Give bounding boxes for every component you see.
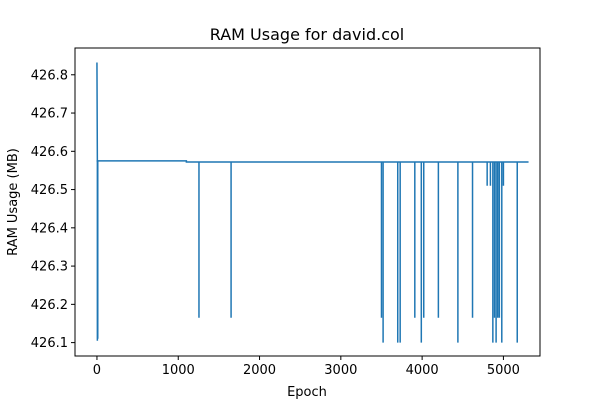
y-tick-label-3: 426.4 (31, 221, 68, 236)
y-axis-ticks: 426.1 426.2 426.3 426.4 426.5 426.6 426.7 426.8 (31, 68, 75, 351)
y-tick-label-4: 426.5 (31, 183, 68, 198)
y-tick-label-0: 426.1 (31, 336, 68, 351)
x-tick-label-4: 4000 (406, 363, 439, 378)
y-tick-label-2: 426.3 (31, 260, 68, 275)
y-tick-label-5: 426.6 (31, 145, 68, 160)
y-tick-label-1: 426.2 (31, 298, 68, 313)
x-tick-label-2: 2000 (243, 363, 276, 378)
x-tick-label-3: 3000 (324, 363, 357, 378)
y-axis-label: RAM Usage (MB) (6, 148, 21, 256)
y-tick-label-7: 426.8 (31, 68, 68, 83)
x-axis-label: Epoch (287, 385, 327, 400)
chart-title: RAM Usage for david.col (210, 25, 404, 44)
x-tick-label-5: 5000 (487, 363, 520, 378)
y-tick-label-6: 426.7 (31, 107, 68, 122)
x-tick-label-0: 0 (93, 363, 101, 378)
x-axis-ticks: 0 1000 2000 3000 4000 5000 (93, 356, 520, 378)
x-tick-label-1: 1000 (162, 363, 195, 378)
axes-frame (74, 47, 541, 357)
plot-area (96, 62, 529, 343)
